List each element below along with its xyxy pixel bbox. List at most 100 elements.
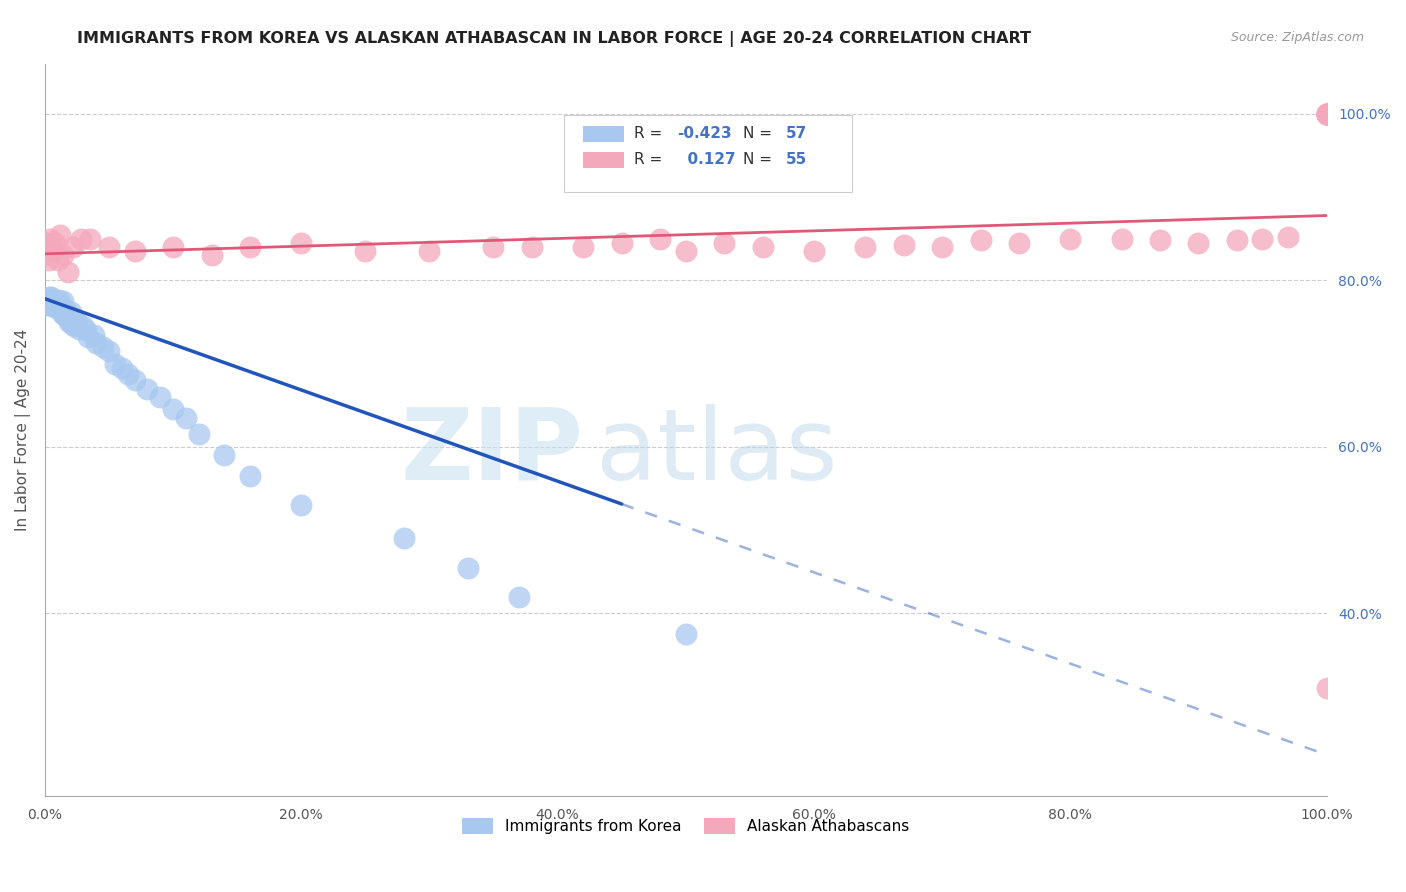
Point (117, 367, 139, 381)
Point (48, 297, 70, 311)
Point (53, 309, 76, 323)
Point (136, 382, 159, 396)
Point (44, 235, 66, 250)
Point (162, 402, 184, 417)
Point (111, 360, 134, 375)
Point (751, 240, 773, 254)
Point (39, 240, 62, 254)
Point (39, 298, 62, 312)
Point (51, 305, 73, 319)
Point (214, 448, 236, 462)
Point (1316, 107, 1339, 121)
Point (713, 235, 735, 250)
FancyBboxPatch shape (583, 152, 624, 168)
Point (46, 300, 69, 314)
Point (48, 293, 70, 308)
Point (803, 244, 825, 259)
Point (46, 252, 69, 267)
Point (1316, 107, 1339, 121)
Text: R =: R = (634, 126, 668, 141)
Point (34, 248, 56, 262)
Point (69, 322, 91, 336)
Point (55, 305, 77, 319)
Point (162, 240, 184, 254)
Point (1316, 107, 1339, 121)
Point (72, 319, 94, 334)
Point (52, 307, 75, 321)
Point (46, 297, 69, 311)
Text: R =: R = (634, 152, 668, 167)
Point (56, 309, 79, 323)
Point (1226, 234, 1249, 248)
Point (893, 238, 915, 252)
Text: N =: N = (744, 152, 778, 167)
Legend: Immigrants from Korea, Alaskan Athabascans: Immigrants from Korea, Alaskan Athabasca… (456, 812, 915, 840)
Point (1149, 234, 1171, 248)
Point (52, 294, 75, 309)
Point (1251, 232, 1274, 246)
FancyBboxPatch shape (583, 127, 624, 143)
Text: 55: 55 (786, 152, 807, 167)
Point (41, 294, 63, 309)
Point (52, 248, 75, 262)
Point (239, 240, 262, 254)
Text: 0.127: 0.127 (676, 152, 735, 167)
Point (49, 298, 72, 312)
Point (49, 302, 72, 317)
Point (354, 244, 377, 259)
Point (58, 315, 80, 329)
Text: Source: ZipAtlas.com: Source: ZipAtlas.com (1230, 31, 1364, 45)
Point (457, 560, 479, 574)
Point (610, 235, 633, 250)
Point (79, 232, 101, 246)
Point (520, 240, 543, 254)
Point (69, 232, 91, 246)
Text: 57: 57 (786, 126, 807, 141)
Point (91, 340, 114, 354)
Point (35, 244, 58, 259)
Point (98, 344, 121, 359)
Point (34, 240, 56, 254)
Point (290, 235, 312, 250)
Point (39, 294, 62, 309)
Point (62, 310, 84, 325)
Text: atlas: atlas (596, 404, 838, 500)
Point (392, 532, 415, 546)
Point (39, 290, 62, 304)
Point (200, 248, 222, 262)
Text: -0.423: -0.423 (676, 126, 731, 141)
Point (51, 300, 73, 314)
Y-axis label: In Labor Force | Age 20-24: In Labor Force | Age 20-24 (15, 329, 31, 532)
Point (572, 240, 595, 254)
Point (1277, 230, 1299, 244)
Point (290, 498, 312, 512)
Point (49, 227, 72, 242)
Point (969, 234, 991, 248)
Point (41, 244, 63, 259)
Point (56, 265, 79, 279)
Text: IMMIGRANTS FROM KOREA VS ALASKAN ATHABASCAN IN LABOR FORCE | AGE 20-24 CORRELATI: IMMIGRANTS FROM KOREA VS ALASKAN ATHABAS… (77, 31, 1032, 47)
Point (1111, 232, 1133, 246)
Point (675, 244, 697, 259)
Point (1316, 107, 1339, 121)
Point (55, 302, 77, 317)
Point (59, 305, 82, 319)
Point (39, 232, 62, 246)
Point (174, 410, 197, 425)
Point (77, 330, 100, 344)
Point (84, 335, 107, 350)
Point (62, 240, 84, 254)
Point (83, 327, 105, 342)
Point (38, 290, 60, 304)
Point (124, 373, 146, 387)
Point (1008, 235, 1031, 250)
Point (1316, 107, 1339, 121)
Point (44, 294, 66, 309)
Point (37, 294, 59, 309)
Point (124, 244, 146, 259)
Point (1316, 107, 1339, 121)
Point (482, 240, 505, 254)
Point (38, 252, 60, 267)
Point (418, 244, 440, 259)
Point (1316, 107, 1339, 121)
